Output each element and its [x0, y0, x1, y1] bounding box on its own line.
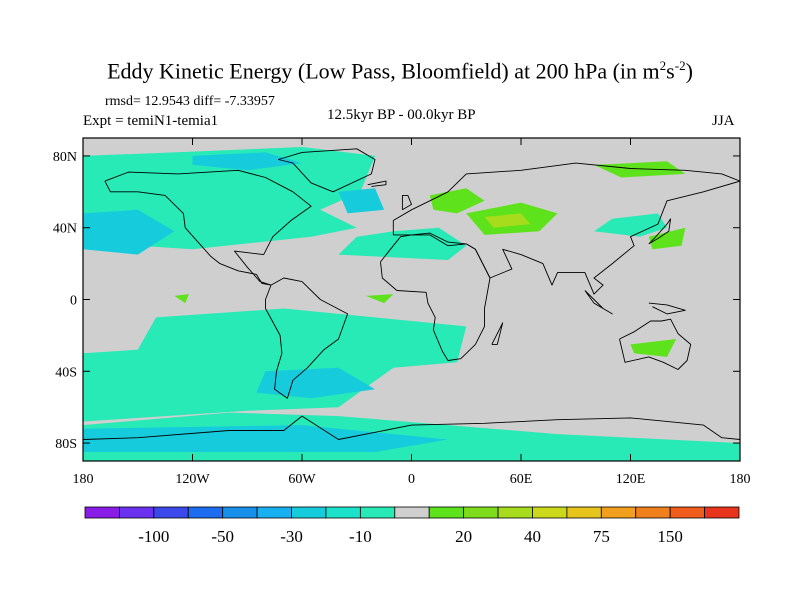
colorbar-label: 40 [524, 527, 541, 546]
y-tick-label: 0 [70, 294, 77, 309]
stats-label: rmsd= 12.9543 diff= -7.33957 [105, 94, 275, 109]
y-tick-label: 80S [55, 437, 77, 452]
colorbar-label: -100 [138, 527, 169, 546]
colorbar-swatch [497, 506, 533, 519]
colorbar-swatch [704, 506, 740, 519]
colorbar-swatch [600, 506, 637, 519]
y-axis: 80N 40N 0 40S 80S [53, 150, 740, 452]
coastline-0 [104, 169, 312, 286]
contour-region-1-3 [256, 367, 375, 399]
coastline-10 [648, 302, 686, 315]
x-tick-label: 120E [616, 472, 646, 487]
x-tick-label: 60W [288, 472, 316, 487]
colorbar-label: -50 [211, 527, 234, 546]
coastline-6 [491, 322, 504, 345]
colorbar-swatch [463, 506, 499, 519]
season-label: JJA [712, 113, 735, 129]
coastlines [83, 148, 740, 440]
coastline-12 [367, 180, 387, 187]
coastline-11 [401, 194, 412, 211]
chart-title: Eddy Kinetic Energy (Low Pass, Bloomfiel… [107, 58, 693, 84]
coastline-8 [648, 218, 672, 245]
contour-region-2-3 [174, 294, 189, 304]
colorbar-swatch [669, 506, 705, 519]
colorbar-swatch [84, 506, 120, 519]
y-tick-label: 80N [53, 150, 77, 165]
coastline-4 [380, 232, 491, 361]
experiment-label: Expt = temiN1-temia1 [83, 113, 219, 129]
coastline-2 [278, 148, 376, 193]
colorbar-swatch [428, 506, 465, 519]
contour-region-0-2 [83, 308, 467, 422]
colorbar-swatch [291, 506, 327, 519]
x-tick-label: 0 [408, 472, 415, 487]
contour-region-1-4 [83, 425, 448, 452]
period-label: 12.5kyr BP - 00.0kyr BP [327, 107, 476, 123]
colorbar-label: 75 [593, 527, 610, 546]
colorbar-label: -10 [349, 527, 372, 546]
x-tick-label: 180 [73, 472, 94, 487]
colorbar-swatch [325, 506, 361, 519]
contour-region-1-0 [83, 209, 175, 255]
contour-region-2-2 [594, 161, 686, 178]
contour-region-1-2 [338, 188, 385, 214]
colorbar: -100 -50 -30 -10 20 40 75 150 [84, 506, 740, 546]
colorbar-swatch [119, 506, 155, 519]
coastline-9 [584, 290, 613, 315]
contour-region-2-5 [630, 339, 677, 357]
x-tick-label: 180 [730, 472, 751, 487]
colorbar-label: 150 [657, 527, 683, 546]
contour-region-3-0 [484, 213, 531, 228]
contour-region-2-6 [648, 227, 686, 250]
colorbar-swatch [359, 506, 396, 519]
colorbar-label: -30 [280, 527, 303, 546]
x-tick-label: 120W [175, 472, 210, 487]
coastline-5 [619, 318, 692, 370]
colorbar-swatch [635, 506, 671, 519]
contour-region-0-4 [594, 213, 667, 237]
y-tick-label: 40N [53, 222, 77, 237]
x-axis: 180 120W 60W 0 60E 120E 180 [73, 138, 751, 487]
contour-region-1-1 [192, 152, 302, 171]
x-tick-label: 60E [510, 472, 533, 487]
y-tick-label: 40S [55, 365, 77, 380]
contour-region-2-4 [365, 294, 394, 304]
coastline-7 [83, 415, 740, 440]
coastline-1 [265, 277, 349, 399]
colorbar-label: 20 [455, 527, 472, 546]
colorbar-swatch [187, 506, 224, 519]
colorbar-swatch [532, 506, 568, 519]
colorbar-swatch [394, 506, 430, 519]
colorbar-swatch [153, 506, 189, 519]
colorbar-swatch [222, 506, 258, 519]
colorbar-swatch [566, 506, 602, 519]
colorbar-swatch [256, 506, 292, 519]
